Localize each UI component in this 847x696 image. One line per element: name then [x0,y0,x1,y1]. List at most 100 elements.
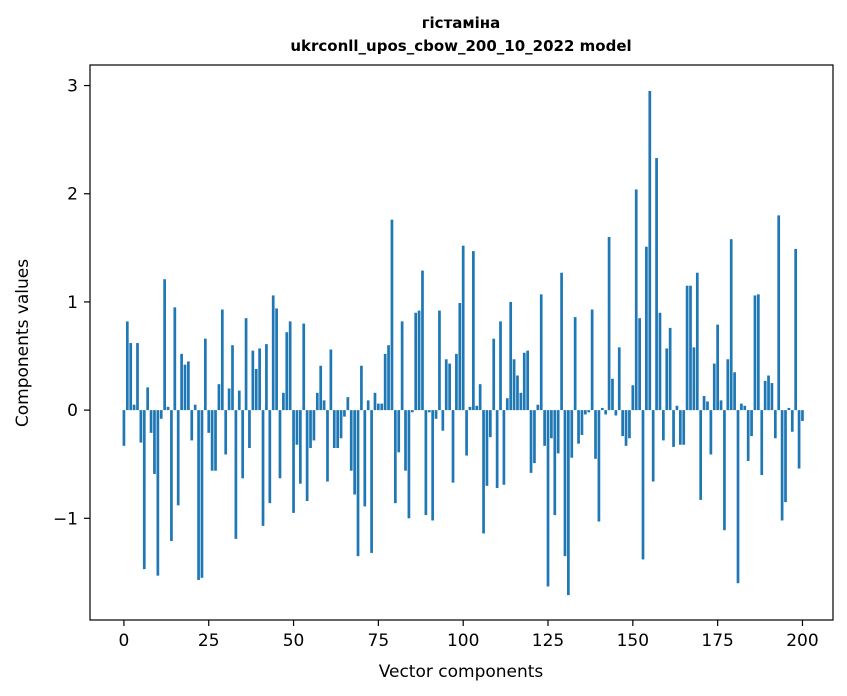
bar [203,338,207,411]
x-axis: 0 25 50 75 100 125 150 175 200 [119,620,819,651]
bar [461,245,465,411]
bar [757,294,760,411]
bar [533,410,536,464]
bar [695,272,699,411]
bar [125,321,129,411]
bar [492,338,496,411]
bar [706,401,709,411]
bar [668,327,672,411]
bar [424,410,428,516]
x-tick-label: 0 [119,631,130,651]
x-tick-label: 150 [617,631,649,651]
bar [529,410,533,473]
y-tick-label: −1 [53,509,78,529]
bar [773,410,777,439]
bar [770,383,774,411]
bar [655,158,658,411]
bar [665,348,669,411]
bar [746,410,750,461]
bar [173,307,177,411]
bar [675,405,679,411]
bar [638,318,641,411]
bar [197,410,200,580]
bar [563,410,567,557]
bar [363,410,367,507]
bar [723,410,726,531]
bar [377,403,380,411]
bar [740,403,743,411]
bar [628,410,631,439]
bar [516,375,519,411]
bar [146,387,150,411]
bar [763,380,767,411]
bar [241,410,245,479]
bar [645,246,648,411]
bar [709,410,713,455]
bar [383,353,387,411]
bar [288,321,292,411]
bar [482,410,485,534]
bar [156,410,160,576]
bar [604,410,608,415]
bar [594,410,597,459]
bar [526,350,530,411]
bar [414,312,418,411]
bar [170,410,173,542]
bar [475,405,479,411]
bar [421,270,424,411]
bar [560,272,563,411]
bar [190,410,194,441]
bar [767,375,770,411]
bar [366,400,370,411]
bar [387,345,390,411]
bar [258,348,261,411]
bar [302,323,306,411]
bar [797,410,801,469]
bar [787,407,791,411]
bar [278,410,282,479]
bar [217,384,221,411]
bar [346,397,350,411]
y-tick-label: 3 [67,77,78,97]
bar [319,365,323,411]
bar [743,405,747,411]
bar [624,410,628,446]
bar [712,363,716,411]
bar [519,392,523,411]
bar [268,410,272,504]
bar [536,404,540,411]
x-tick-label: 75 [368,631,390,651]
bar [163,279,166,411]
chart-title: гістаміна [422,14,501,32]
bars-group [122,90,804,596]
bar [149,410,153,433]
y-axis: −1 0 1 2 3 [53,77,90,529]
bar [431,410,435,521]
bar [139,410,143,443]
bar [631,385,635,411]
bar [200,410,204,578]
bar [502,410,506,485]
bar [180,353,183,411]
bar [339,410,343,439]
bar [716,324,719,411]
bar [641,410,645,560]
bar [214,410,217,471]
bar [590,309,594,411]
bar [448,363,451,411]
bar [349,410,353,471]
bar [614,410,618,416]
bar [275,308,278,411]
bar [380,403,384,411]
bar [692,347,696,411]
bar [329,349,333,411]
bar [336,410,340,448]
bar [353,410,356,495]
bar [597,410,601,522]
x-axis-label: Vector components [379,662,544,682]
bar [587,410,591,413]
bar [234,410,238,539]
bar [499,321,502,411]
bar [251,350,255,411]
bar [282,392,285,411]
